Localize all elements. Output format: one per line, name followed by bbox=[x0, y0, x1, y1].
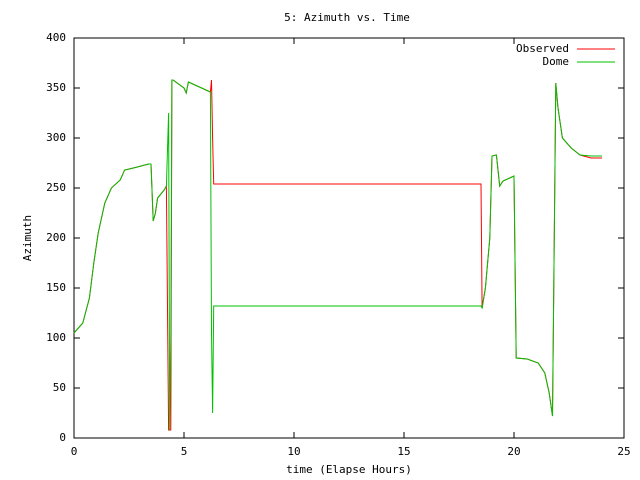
y-tick-label: 0 bbox=[59, 431, 66, 444]
y-tick-label: 300 bbox=[46, 131, 66, 144]
x-tick-label: 0 bbox=[71, 445, 78, 458]
y-tick-label: 50 bbox=[53, 381, 66, 394]
x-tick-label: 10 bbox=[287, 445, 300, 458]
y-tick-label: 200 bbox=[46, 231, 66, 244]
x-tick-label: 25 bbox=[617, 445, 630, 458]
legend-label: Observed bbox=[516, 42, 569, 55]
y-tick-label: 100 bbox=[46, 331, 66, 344]
y-tick-label: 400 bbox=[46, 31, 66, 44]
x-axis-label: time (Elapse Hours) bbox=[286, 463, 412, 476]
data-line bbox=[73, 79, 602, 431]
x-tick-label: 5 bbox=[181, 445, 188, 458]
y-tick-label: 150 bbox=[46, 281, 66, 294]
x-tick-label: 15 bbox=[397, 445, 410, 458]
y-tick-label: 350 bbox=[46, 81, 66, 94]
chart-title: 5: Azimuth vs. Time bbox=[284, 11, 410, 24]
x-tick-label: 20 bbox=[507, 445, 520, 458]
y-axis-label: Azimuth bbox=[21, 215, 34, 261]
legend-label: Dome bbox=[543, 55, 570, 68]
y-tick-label: 250 bbox=[46, 181, 66, 194]
